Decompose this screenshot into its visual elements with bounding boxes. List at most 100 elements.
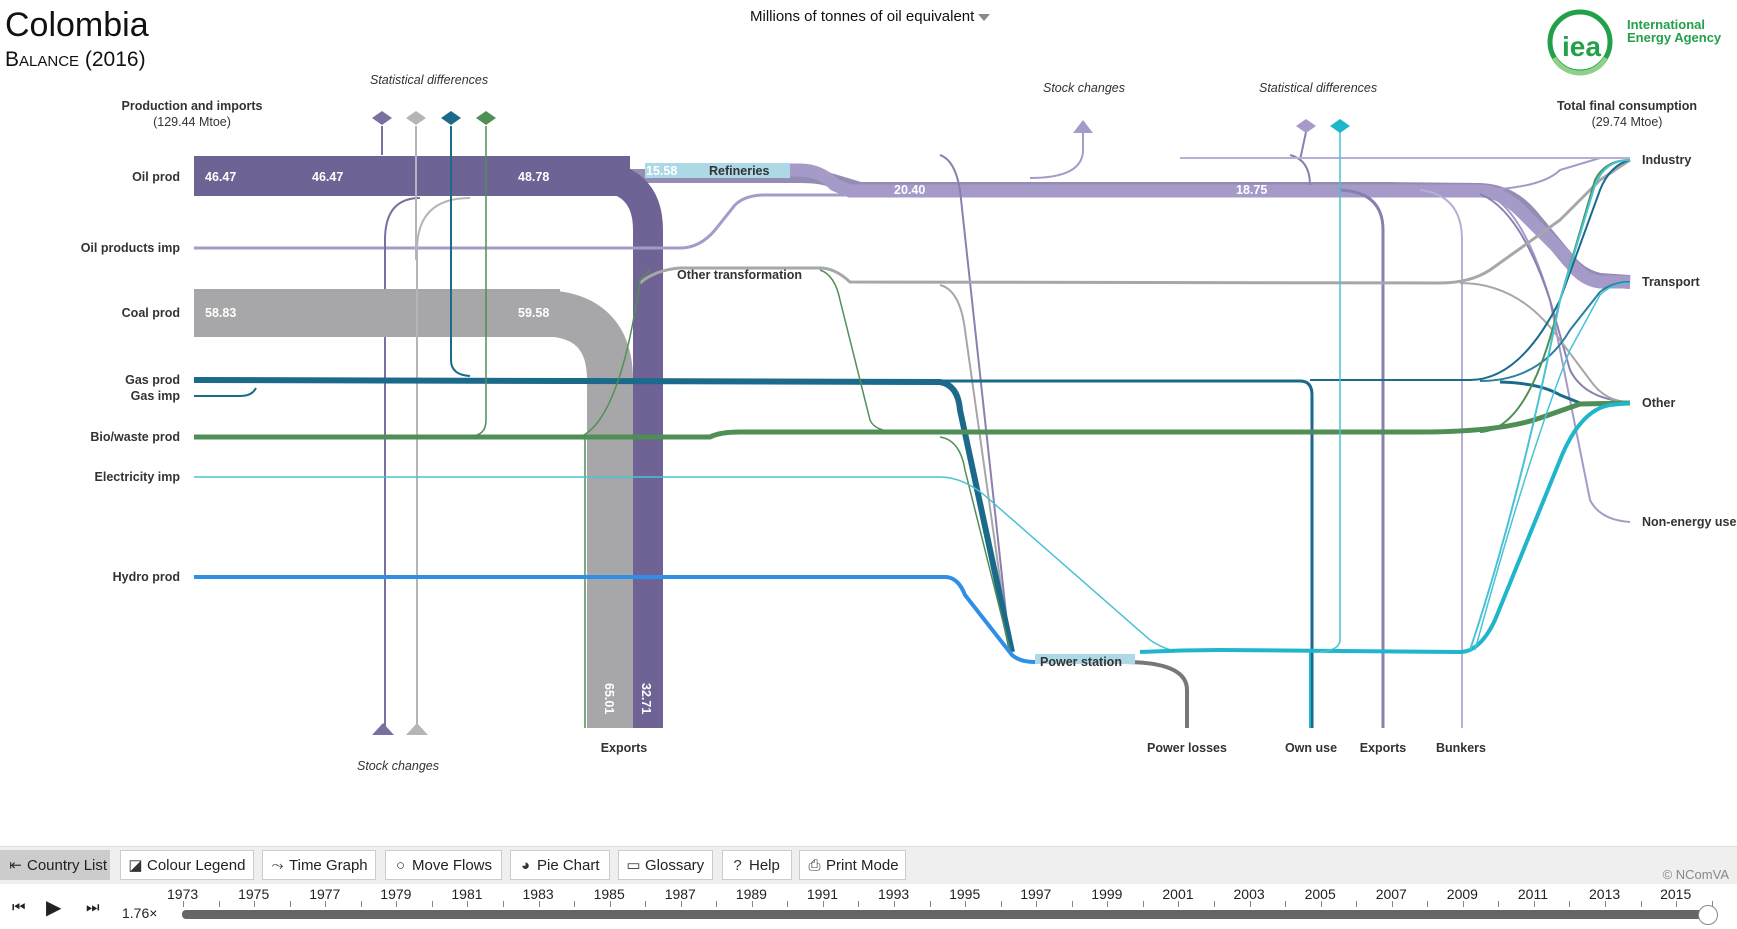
flow-electricity-industry[interactable] bbox=[1469, 159, 1631, 651]
year-label[interactable]: 2013 bbox=[1589, 886, 1621, 902]
flow-bio-stat-diff[interactable] bbox=[469, 126, 487, 437]
flow-coal-to-power[interactable] bbox=[939, 284, 1011, 651]
year-label[interactable]: 1983 bbox=[522, 886, 554, 902]
year-label[interactable]: 1997 bbox=[1020, 886, 1052, 902]
year-label[interactable]: 2011 bbox=[1517, 886, 1548, 902]
source-bio-waste-prod[interactable]: Bio/waste prod bbox=[90, 430, 180, 444]
flow-oil-bunkers[interactable] bbox=[1419, 189, 1463, 728]
country-list-button[interactable]: ⇤ Country List bbox=[0, 850, 110, 880]
arrow-stock-coal[interactable] bbox=[406, 723, 428, 735]
refineries-node[interactable] bbox=[645, 163, 790, 178]
timeline-slider-handle[interactable] bbox=[1698, 905, 1718, 925]
year-label[interactable]: 1981 bbox=[451, 886, 483, 902]
glossary-button[interactable]: ▭ Glossary bbox=[618, 850, 713, 880]
diamond-gas-marker[interactable] bbox=[441, 111, 461, 125]
flow-bio-prod[interactable] bbox=[194, 400, 1631, 440]
flow-bio-to-other-transformation[interactable] bbox=[579, 269, 651, 438]
sink-exports-left[interactable]: Exports bbox=[601, 741, 648, 755]
play-icon[interactable]: ▶ bbox=[46, 897, 62, 919]
source-gas-prod[interactable]: Gas prod bbox=[125, 373, 180, 387]
flow-gas-main-right[interactable] bbox=[940, 379, 1314, 728]
year-label[interactable]: 1993 bbox=[878, 886, 910, 902]
sink-bunkers[interactable]: Bunkers bbox=[1436, 741, 1486, 755]
flow-electricity-imp[interactable] bbox=[194, 476, 1181, 653]
flow-electricity-transport[interactable] bbox=[1474, 282, 1631, 651]
arrow-stock-oil[interactable] bbox=[372, 723, 394, 735]
source-oil-prod[interactable]: Oil prod bbox=[132, 170, 180, 184]
flow-coal-stock[interactable] bbox=[416, 197, 471, 728]
year-label[interactable]: 1975 bbox=[238, 886, 270, 902]
year-label[interactable]: 1999 bbox=[1091, 886, 1123, 902]
sink-own-use[interactable]: Own use bbox=[1285, 741, 1337, 755]
timeline-track[interactable] bbox=[182, 910, 1712, 919]
year-label[interactable]: 2015 bbox=[1660, 886, 1692, 902]
flow-gas-consumers[interactable] bbox=[1310, 159, 1631, 381]
year-label[interactable]: 1989 bbox=[735, 886, 767, 902]
flow-gas-transport[interactable] bbox=[1479, 281, 1631, 382]
flow-oil-industry[interactable] bbox=[1469, 157, 1630, 191]
year-label[interactable]: 1987 bbox=[664, 886, 696, 902]
year-label[interactable]: 2003 bbox=[1233, 886, 1265, 902]
flow-oil-own-use[interactable] bbox=[1289, 154, 1311, 186]
year-label[interactable]: 1977 bbox=[309, 886, 341, 902]
flow-coal-other-transformation[interactable] bbox=[639, 158, 1631, 285]
source-coal-prod[interactable]: Coal prod bbox=[122, 306, 180, 320]
diamond-bio-marker[interactable] bbox=[476, 111, 496, 125]
year-label[interactable]: 2005 bbox=[1304, 886, 1336, 902]
flow-hydro[interactable] bbox=[194, 575, 1036, 664]
flow-electricity-out[interactable] bbox=[1139, 401, 1631, 655]
flow-oil-products-imp[interactable] bbox=[194, 193, 850, 250]
sink-power-losses[interactable]: Power losses bbox=[1147, 741, 1227, 755]
source-hydro-prod[interactable]: Hydro prod bbox=[113, 570, 180, 584]
flow-gas-imp[interactable] bbox=[194, 387, 257, 397]
flow-coal-exports[interactable] bbox=[539, 290, 633, 728]
year-label[interactable]: 2009 bbox=[1446, 886, 1478, 902]
time-graph-button[interactable]: ⤳ Time Graph bbox=[262, 850, 376, 880]
colour-legend-button[interactable]: ◪ Colour Legend bbox=[120, 850, 254, 880]
flow-bio-to-power[interactable] bbox=[939, 436, 1011, 651]
year-label[interactable]: 1995 bbox=[949, 886, 981, 902]
year-label[interactable]: 1985 bbox=[593, 886, 625, 902]
flow-bio-transformation-out[interactable] bbox=[819, 269, 901, 433]
sankey-diagram: 46.47 46.47 48.78 15.58 20.40 18.75 58.8… bbox=[81, 73, 1737, 773]
year-label[interactable]: 2001 bbox=[1162, 886, 1194, 902]
power-station-node[interactable] bbox=[1035, 654, 1135, 664]
consumer-industry[interactable]: Industry bbox=[1642, 153, 1691, 167]
diamond-oil-marker[interactable] bbox=[372, 111, 392, 125]
pie-chart-button[interactable]: ◕ Pie Chart bbox=[510, 850, 610, 880]
year-label[interactable]: 2007 bbox=[1375, 886, 1407, 902]
flow-oil-stock-changes[interactable] bbox=[384, 197, 421, 728]
speed-indicator[interactable]: 1.76× bbox=[122, 905, 158, 921]
consumer-other[interactable]: Other bbox=[1642, 396, 1675, 410]
unit-dropdown[interactable]: Millions of tonnes of oil equivalent bbox=[750, 8, 991, 25]
skip-back-icon[interactable]: ⏮ bbox=[12, 899, 26, 916]
print-mode-button[interactable]: ⎙ Print Mode bbox=[799, 850, 906, 880]
year-label[interactable]: 1973 bbox=[167, 886, 199, 902]
flow-coal-other[interactable] bbox=[1459, 282, 1631, 403]
consumer-non-energy[interactable]: Non-energy use bbox=[1642, 515, 1737, 529]
flow-oil-stock-top[interactable] bbox=[1029, 132, 1084, 179]
source-electricity-imp[interactable]: Electricity imp bbox=[95, 470, 181, 484]
diamond-oil-right-marker[interactable] bbox=[1296, 119, 1316, 133]
flow-electricity-stat-diff[interactable] bbox=[1319, 132, 1341, 653]
flow-power-losses[interactable] bbox=[1124, 660, 1189, 728]
flow-oil-exports-right[interactable] bbox=[1339, 188, 1385, 728]
source-gas-imp[interactable]: Gas imp bbox=[131, 389, 181, 403]
flow-refined[interactable] bbox=[690, 163, 1630, 289]
source-oil-products-imp[interactable]: Oil products imp bbox=[81, 241, 181, 255]
year-label[interactable]: 1979 bbox=[380, 886, 412, 902]
flow-oil-to-power[interactable] bbox=[939, 154, 1011, 651]
help-button[interactable]: ? Help bbox=[722, 850, 792, 880]
move-flows-button[interactable]: ○ Move Flows bbox=[385, 850, 502, 880]
consumer-transport[interactable]: Transport bbox=[1642, 275, 1700, 289]
arrow-stock-changes-top[interactable] bbox=[1073, 120, 1093, 133]
flow-oil-stat-diff[interactable] bbox=[1299, 131, 1307, 161]
year-label[interactable]: 1991 bbox=[806, 886, 839, 902]
flow-oil-other[interactable] bbox=[1479, 193, 1631, 403]
diamond-electricity-marker[interactable] bbox=[1330, 119, 1350, 133]
skip-forward-icon[interactable]: ⏭ bbox=[86, 899, 100, 916]
flow-gas-stat-diff[interactable] bbox=[450, 126, 471, 377]
diamond-coal-marker[interactable] bbox=[406, 111, 426, 125]
flow-oil-exports[interactable] bbox=[589, 161, 663, 728]
sink-exports-right[interactable]: Exports bbox=[1360, 741, 1407, 755]
